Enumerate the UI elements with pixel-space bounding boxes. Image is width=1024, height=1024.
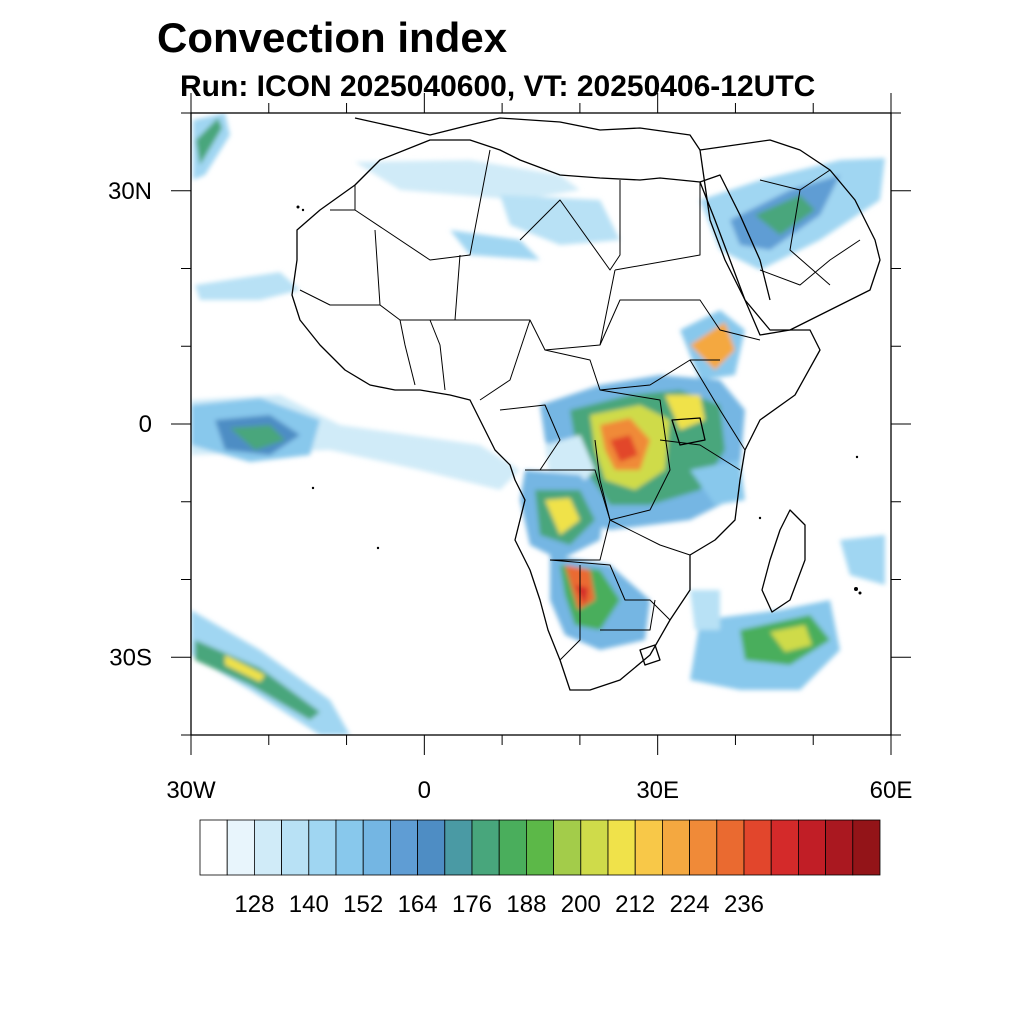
colorbar-swatch xyxy=(444,819,473,876)
country-borders xyxy=(299,149,861,661)
colorbar-swatch xyxy=(335,819,364,876)
convection-field xyxy=(191,113,885,735)
colorbar-swatch xyxy=(389,819,418,876)
colorbar-swatch xyxy=(281,819,310,876)
colorbar-swatch xyxy=(417,819,446,876)
colorbar-swatch xyxy=(689,819,718,876)
coastlines xyxy=(291,117,881,691)
lon-tick-label: 60E xyxy=(870,777,913,804)
lon-tick-label: 0 xyxy=(418,777,431,804)
colorbar-swatch xyxy=(607,819,636,876)
colorbar-label: 188 xyxy=(506,891,546,918)
colorbar-label: 164 xyxy=(398,891,438,918)
colorbar-label: 224 xyxy=(670,891,710,918)
colorbar-swatch xyxy=(498,819,527,876)
colorbar-label: 128 xyxy=(234,891,274,918)
colorbar-label: 236 xyxy=(724,891,764,918)
colorbar: 128 140 152 164 176 188 200 212 224 236 xyxy=(199,819,881,918)
axis-ticks: 30W 0 30E 60E 30N 0 30S xyxy=(108,93,912,804)
colorbar-swatch xyxy=(716,819,745,876)
colorbar-swatch xyxy=(253,819,282,876)
colorbar-swatch xyxy=(770,819,799,876)
colorbar-label: 152 xyxy=(343,891,383,918)
colorbar-label: 212 xyxy=(615,891,655,918)
colorbar-swatch xyxy=(662,819,691,876)
colorbar-swatch xyxy=(852,819,881,876)
lat-tick-label: 30S xyxy=(109,644,152,671)
colorbar-label: 200 xyxy=(561,891,601,918)
colorbar-swatch xyxy=(362,819,391,876)
colorbar-swatch xyxy=(199,819,228,876)
colorbar-label: 140 xyxy=(289,891,329,918)
colorbar-swatch xyxy=(308,819,337,876)
map-subtitle: Run: ICON 2025040600, VT: 20250406-12UTC xyxy=(180,70,816,103)
lon-tick-label: 30E xyxy=(636,777,679,804)
lat-tick-label: 30N xyxy=(108,178,152,205)
colorbar-swatch xyxy=(526,819,555,876)
colorbar-swatch xyxy=(798,819,827,876)
colorbar-swatch xyxy=(743,819,772,876)
map-plot-area xyxy=(191,113,891,735)
map-title: Convection index xyxy=(157,14,508,61)
colorbar-swatch xyxy=(634,819,663,876)
colorbar-swatch xyxy=(226,819,255,876)
colorbar-swatch xyxy=(471,819,500,876)
islands xyxy=(296,205,862,595)
colorbar-swatch xyxy=(825,819,854,876)
lat-tick-label: 0 xyxy=(139,411,152,438)
colorbar-swatch xyxy=(580,819,609,876)
colorbar-swatch xyxy=(553,819,582,876)
colorbar-label: 176 xyxy=(452,891,492,918)
lon-tick-label: 30W xyxy=(166,777,216,804)
